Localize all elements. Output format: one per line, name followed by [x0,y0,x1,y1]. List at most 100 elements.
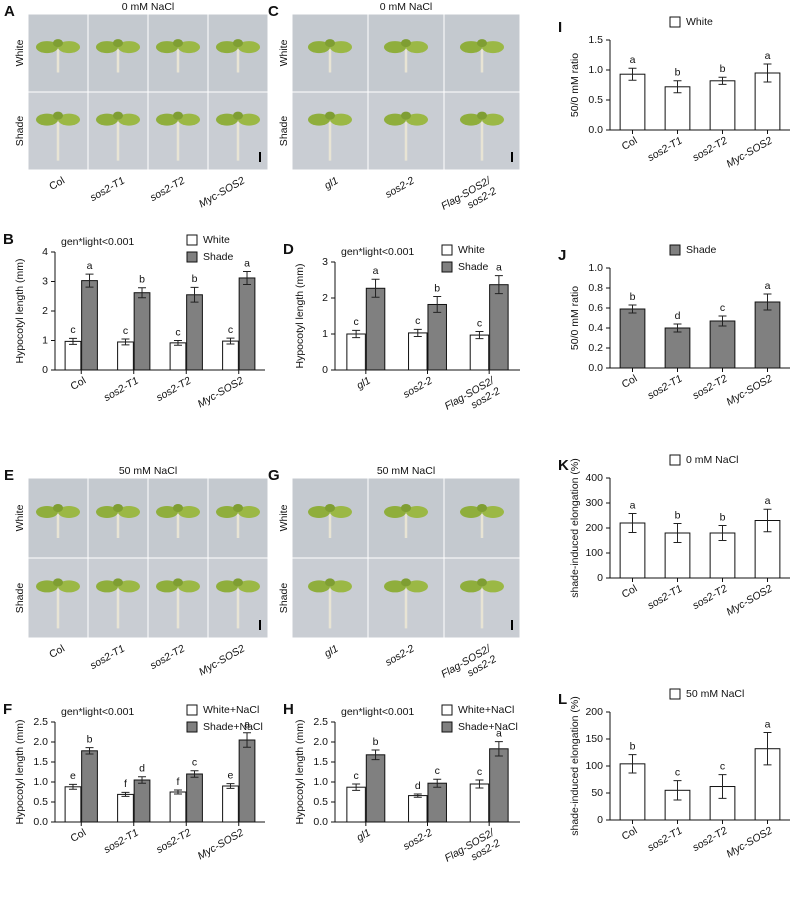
seedling-leaf [96,41,118,54]
seedling-leaf [118,506,140,518]
y-axis-label: Hypocotyl length (mm) [14,719,26,824]
panel-letter: L [558,691,567,708]
row-label: White [14,39,26,66]
seedling-leaf [58,113,80,126]
y-tick-label: 0.5 [313,796,328,808]
significance-letter: b [675,67,681,79]
category-label: Col [620,135,640,153]
y-tick-label: 1.5 [588,34,603,46]
y-tick-label: 4 [42,246,48,258]
significance-letter: f [177,776,180,788]
seedling-leaf [53,578,63,587]
error-bar [673,323,682,333]
seedling-leaf [308,580,330,593]
seedling-leaf [156,506,178,518]
bar [346,786,366,823]
significance-letter: b [630,740,636,752]
bar [469,334,490,371]
bar [222,785,239,823]
bar [754,301,781,369]
significance-letter: d [415,780,421,792]
error-bar [371,278,380,298]
bar [469,783,490,823]
category-label: Flag-SOS2/sos2-2 [439,174,499,223]
error-bar [173,789,182,795]
seedling-leaf [96,580,118,593]
seedling-leaf [118,41,140,54]
seedling-leaf [233,39,243,48]
seedling-leaf [477,504,487,512]
y-tick-label: 1.0 [588,262,603,274]
y-tick-label: 0.5 [33,796,48,808]
bar [186,294,203,371]
category-label: Myc-SOS2 [724,825,774,861]
seedling-leaf [156,113,178,126]
seedling-leaf [460,113,482,126]
legend-label: Shade [686,244,717,256]
bar [709,320,736,369]
seedling-leaf [325,39,335,48]
error-bar [352,329,361,339]
bar [365,754,386,823]
category-label: sos2-2 [401,375,434,401]
y-tick-label: 2.0 [33,736,48,748]
error-bar [628,513,637,533]
row-label: White [278,504,290,531]
error-bar [718,315,727,327]
significance-letter: a [765,50,771,62]
significance-letter: c [675,766,680,778]
y-tick-label: 0.0 [33,816,48,828]
significance-letter: c [123,325,128,337]
y-tick-label: 150 [585,733,603,745]
significance-letter: a [244,719,250,731]
category-label: Myc-SOS2 [196,827,246,863]
legend-label: White [203,234,230,246]
significance-letter: a [244,257,250,269]
seedling-leaf [36,41,58,54]
seedling-leaf [238,113,260,126]
category-label: sos2-T2 [148,175,187,204]
seedling-leaf [406,506,428,518]
significance-letter: b [434,282,440,294]
category-label: sos2-T1 [646,135,685,164]
error-bar [763,732,772,766]
panel-letter: D [283,241,294,258]
legend-swatch [186,721,198,733]
significance-letter: a [765,718,771,730]
seedling-leaf [238,580,260,593]
y-tick-label: 3 [42,275,48,287]
y-tick-label: 1 [42,334,48,346]
seedling-leaf [477,578,487,587]
category-label: sos2-T1 [646,373,685,402]
y-tick-label: 100 [585,760,603,772]
y-tick-label: 0.5 [588,94,603,106]
bar [117,341,134,371]
error-bar [475,779,484,789]
category-label: sos2-2 [383,643,416,669]
y-tick-label: 2 [322,292,328,304]
y-axis-label: shade-induced elongation (%) [569,458,581,598]
bar [365,287,386,371]
seedling-leaf [482,506,504,518]
significance-letter: f [124,778,127,790]
significance-letter: c [720,760,725,772]
category-label: Col [68,827,88,845]
category-label: Col [620,373,640,391]
panel-title: 0 mM NaCl [122,1,175,13]
seedling-leaf [113,504,123,512]
seedling-leaf [460,580,482,593]
category-label: Col [620,583,640,601]
legend-label: Shade+NaCl [203,721,263,733]
y-tick-label: 1.0 [313,776,328,788]
seedling-leaf [406,580,428,593]
significance-letter: b [720,511,726,523]
error-bar [190,286,199,303]
category-label: sos2-T1 [102,375,141,404]
y-tick-label: 3 [322,256,328,268]
seedling-leaf [238,506,260,518]
category-label: Flag-SOS2/sos2-2 [439,642,499,691]
error-bar [413,793,422,798]
seedling-leaf [118,580,140,593]
error-bar [763,293,772,311]
y-axis-label: Hypocotyl length (mm) [14,258,26,363]
